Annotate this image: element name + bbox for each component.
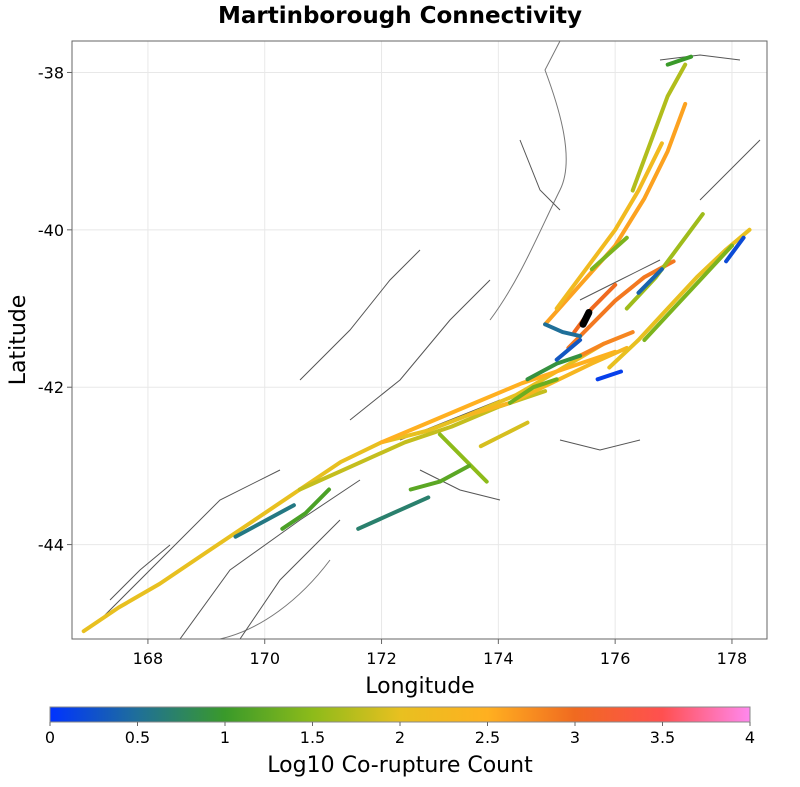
- rupture-segment: [589, 235, 629, 272]
- colorbar-tick-label: 1.5: [300, 728, 325, 747]
- grid: [72, 41, 767, 639]
- fault-trace: [699, 139, 761, 201]
- rupture-segment: [525, 353, 583, 382]
- colorbar-tick-label: 1: [220, 728, 230, 747]
- y-tick-label: -44: [38, 536, 64, 555]
- fault-trace: [99, 469, 281, 621]
- rupture-segment: [543, 322, 583, 339]
- rupture-segment: [595, 369, 623, 382]
- fault-trace: [519, 139, 561, 211]
- rupture-segment: [554, 141, 664, 311]
- fault-trace: [109, 544, 171, 601]
- colorbar-tick-label: 2.5: [475, 728, 500, 747]
- fault-trace: [659, 54, 741, 61]
- colorbar: [49, 706, 751, 723]
- rupture-segment: [665, 54, 694, 67]
- rupture-segment: [636, 267, 664, 295]
- x-tick-label: 178: [717, 649, 748, 668]
- x-axis-label: Longitude: [365, 674, 474, 699]
- rupture-segment: [642, 243, 734, 342]
- rupture-segment: [478, 420, 530, 449]
- y-tick-label: -40: [38, 221, 64, 240]
- colorbar-tick-label: 3.5: [650, 728, 675, 747]
- rupture-segment: [437, 432, 489, 484]
- y-tick-label: -38: [38, 63, 64, 82]
- fault-trace: [179, 479, 361, 639]
- colorbar-tick-label: 3: [570, 728, 580, 747]
- rupture-segment: [508, 377, 559, 405]
- y-tick-label: -42: [38, 378, 64, 397]
- rupture-segment: [81, 341, 606, 634]
- plot-frame: [71, 40, 768, 640]
- background-fault-traces: [99, 41, 761, 639]
- rupture-segment: [630, 62, 688, 193]
- x-tick-label: 176: [600, 649, 631, 668]
- rupture-segment: [543, 101, 688, 327]
- coastline: [219, 559, 331, 639]
- colorbar-label: Log10 Co-rupture Count: [267, 753, 533, 778]
- rupture-segment: [233, 503, 296, 539]
- rupture-segments: [81, 54, 752, 634]
- rupture-segment: [379, 349, 618, 445]
- y-axis-ticks: -38 -40 -42 -44: [38, 63, 72, 555]
- fault-trace: [299, 249, 421, 381]
- colorbar-tick-label: 2: [395, 728, 405, 747]
- rupture-segment: [297, 389, 548, 492]
- rupture-segment: [566, 259, 676, 350]
- colorbar-tick-label: 0: [45, 728, 55, 747]
- rupture-segment: [554, 338, 583, 362]
- target-fault: [579, 309, 593, 328]
- fault-trace: [559, 439, 641, 451]
- x-tick-label: 172: [366, 649, 397, 668]
- colorbar-ticks: 0 0.5 1 1.5 2 2.5 3 3.5 4: [45, 722, 755, 747]
- rupture-segment: [578, 330, 635, 358]
- colorbar-tick-label: 0.5: [125, 728, 150, 747]
- x-axis-ticks: 168 170 172 174 176 178: [133, 639, 748, 668]
- fault-trace: [579, 259, 661, 301]
- rupture-segment: [356, 495, 431, 531]
- colorbar-tick-label: 4: [745, 728, 755, 747]
- fault-trace: [419, 469, 501, 501]
- fault-trace: [239, 519, 341, 639]
- rupture-segment: [280, 487, 331, 531]
- rupture-segment: [724, 235, 746, 264]
- chart-title: Martinborough Connectivity: [218, 3, 582, 29]
- x-tick-label: 168: [133, 649, 164, 668]
- martinborough-fault: [579, 309, 593, 328]
- rupture-segment: [408, 463, 472, 492]
- x-tick-label: 170: [249, 649, 280, 668]
- y-axis-label: Latitude: [6, 295, 31, 386]
- coastline: [489, 41, 567, 321]
- fault-trace: [349, 279, 491, 421]
- rupture-segment: [624, 212, 705, 311]
- x-tick-label: 174: [483, 649, 514, 668]
